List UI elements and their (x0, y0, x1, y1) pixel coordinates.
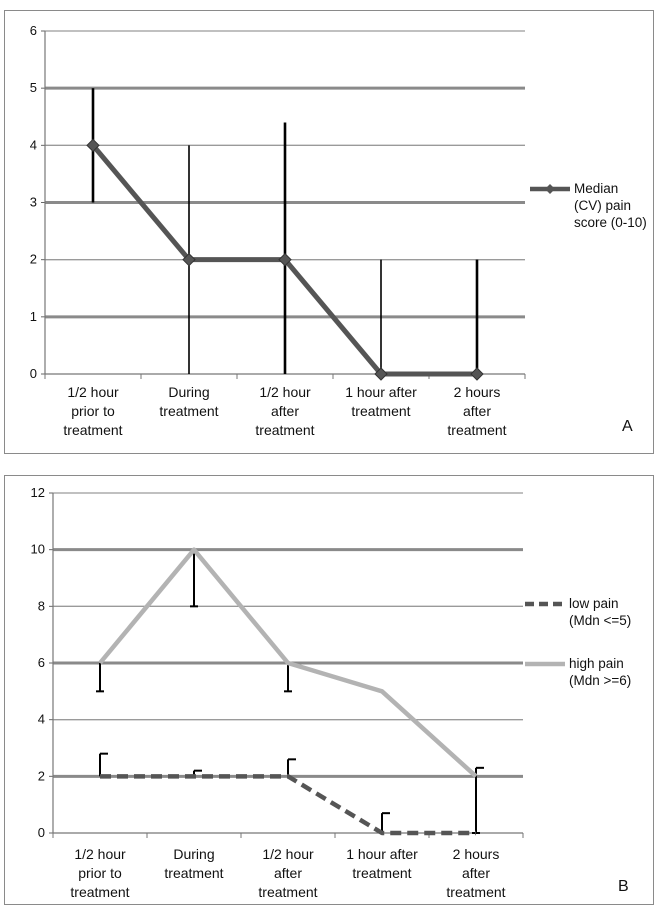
chart-panel-b: 0 2 4 6 8 10 12 1/2 hour prior to treatment During… (4, 475, 654, 905)
x-category-label: 1 hour after treatment (345, 384, 417, 419)
y-tick-label: 4 (38, 712, 45, 727)
data-point-marker (86, 138, 100, 153)
x-category-label: 1/2 hour prior to treatment (70, 846, 129, 900)
y-tick-label: 4 (30, 137, 37, 152)
panel-label: A (622, 418, 633, 435)
y-tick-label: 0 (30, 366, 37, 381)
y-tick-label: 5 (30, 80, 37, 95)
y-tick-label: 3 (30, 195, 37, 210)
y-tick-label: 1 (30, 309, 37, 324)
data-point-marker (278, 252, 292, 267)
chart-b-svg: 0 2 4 6 8 10 12 1/2 hour prior to treatment During… (31, 485, 632, 900)
x-category-label: 1/2 hour after treatment (255, 384, 314, 438)
y-tick-label: 6 (30, 23, 37, 38)
legend-marker (545, 184, 555, 194)
y-tick-label: 0 (38, 825, 45, 840)
data-point-marker (374, 367, 388, 381)
x-category-label: 1/2 hour after treatment (258, 846, 317, 900)
x-category-label: 2 hours after treatment (446, 846, 505, 900)
data-point-marker (470, 367, 484, 381)
chart-a-svg: 0 1 2 3 4 5 6 1/2 hour prior to treatment During tr… (30, 23, 647, 438)
y-tick-label: 2 (30, 252, 37, 267)
x-category-label: 2 hours after treatment (447, 384, 506, 438)
y-tick-label: 8 (38, 598, 45, 613)
y-tick-label: 6 (38, 655, 45, 670)
y-tick-label: 12 (31, 485, 45, 500)
data-point-marker (182, 252, 196, 267)
x-category-label: 1/2 hour prior to treatment (63, 384, 122, 438)
x-category-label: During treatment (164, 846, 223, 881)
legend-label: Median (CV) pain score (0-10) (574, 181, 647, 230)
series-line (100, 774, 476, 836)
series-line (98, 547, 478, 779)
y-tick-label: 10 (31, 542, 45, 557)
chart-panel-a: 0 1 2 3 4 5 6 1/2 hour prior to treatment During tr… (4, 10, 654, 454)
legend-label: low pain (Mdn <=5) (569, 596, 631, 628)
panel-label: B (618, 878, 629, 895)
x-category-label: During treatment (159, 384, 218, 419)
x-category-label: 1 hour after treatment (346, 846, 418, 881)
legend-label: high pain (Mdn >=6) (569, 656, 631, 688)
y-tick-label: 2 (38, 768, 45, 783)
